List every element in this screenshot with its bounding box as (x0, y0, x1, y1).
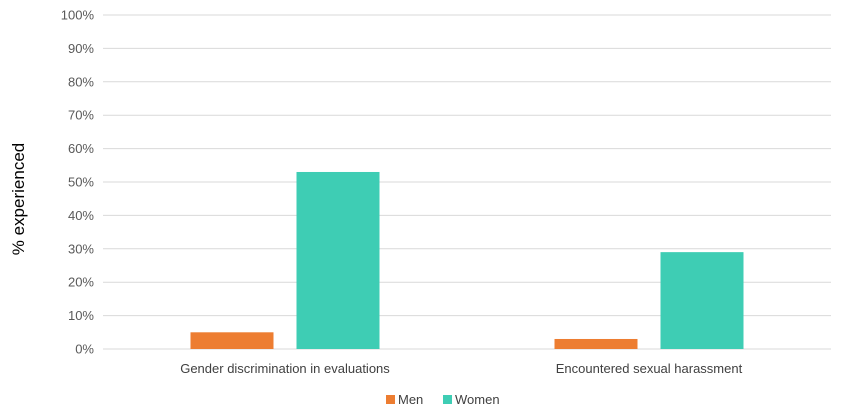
y-tick-label: 100% (61, 8, 95, 23)
bars (190, 171, 744, 349)
bar-men-1 (190, 332, 274, 349)
bar-women-2 (660, 252, 744, 349)
legend-label-men: Men (398, 392, 423, 407)
legend-label-women: Women (455, 392, 500, 407)
bar-women-1 (296, 171, 380, 349)
bar-men-2 (554, 338, 638, 349)
gridlines (103, 14, 831, 350)
y-tick-label: 60% (68, 141, 94, 156)
y-axis-title: % experienced (9, 143, 28, 255)
y-axis-tick-labels: 0% 10% 20% 30% 40% 50% 60% 70% 80% 90% 100% (61, 8, 95, 357)
y-tick-label: 50% (68, 175, 94, 190)
y-tick-label: 90% (68, 41, 94, 56)
legend: Men Women (386, 392, 500, 407)
y-tick-label: 40% (68, 208, 94, 223)
y-tick-label: 20% (68, 275, 94, 290)
legend-swatch-men (386, 395, 395, 404)
y-tick-label: 30% (68, 241, 94, 256)
y-tick-label: 80% (68, 74, 94, 89)
y-tick-label: 0% (75, 342, 94, 357)
x-axis-category-labels: Gender discrimination in evaluations Enco… (180, 361, 742, 376)
x-category-label: Gender discrimination in evaluations (180, 361, 390, 376)
x-category-label: Encountered sexual harassment (556, 361, 743, 376)
legend-swatch-women (443, 395, 452, 404)
y-tick-label: 70% (68, 108, 94, 123)
y-tick-label: 10% (68, 308, 94, 323)
